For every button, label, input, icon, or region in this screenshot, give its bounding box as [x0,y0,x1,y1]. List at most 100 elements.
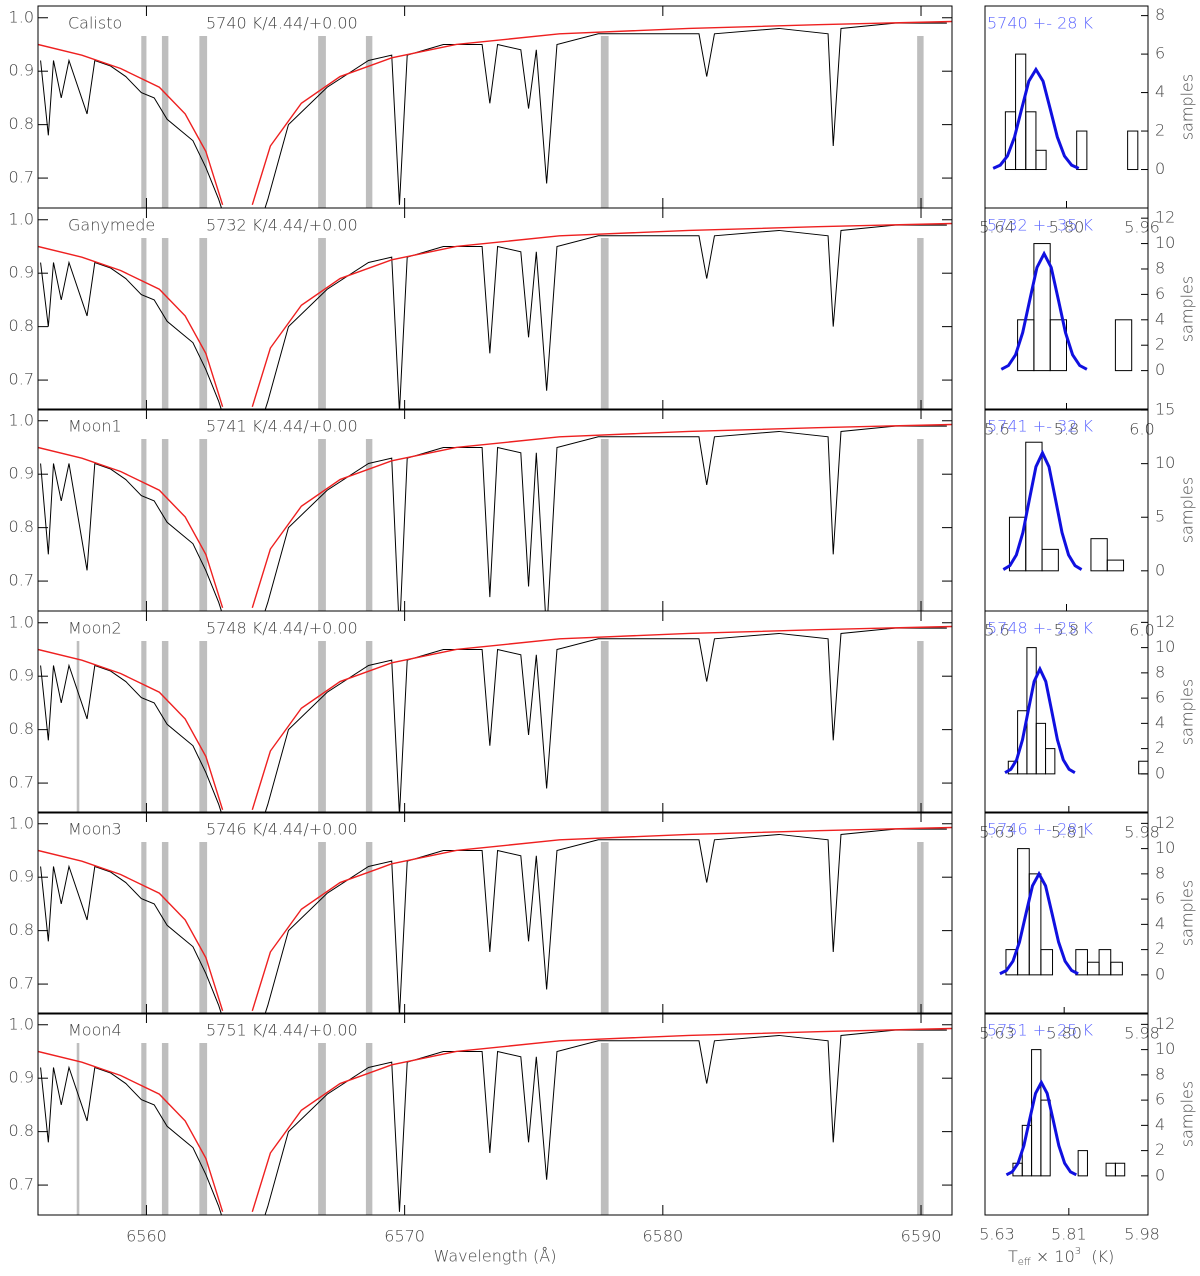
x-tick-label: 5.6 [984,420,1009,439]
x-tick-label: 6560 [126,1227,167,1246]
x-tick-label: 5.81 [1051,823,1087,842]
histogram-bar [1098,949,1112,976]
y-axis-label: samples [1178,276,1197,343]
panel-annotation: 5748 K/4.44/+0.00 [206,619,358,638]
y-tick-label: 12 [1155,612,1175,631]
mask-band [917,842,924,1014]
y-tick-label: 0.9 [9,464,34,483]
y-tick-label: 4 [1155,914,1165,933]
fit-annotation: 5732 +- 35 K [987,216,1094,235]
fit-annotation: 5748 +- 25 K [987,619,1094,638]
y-tick-label: 0 [1155,763,1165,782]
histogram-bar [1138,760,1149,775]
mask-band [917,238,924,410]
y-tick-label: 15 [1155,400,1175,419]
spectrum-panel: 0.7 0.8 0.9 1.0 Moon1 5741 K/4.44/+0.00 [9,408,953,612]
mask-band [365,641,373,813]
x-tick-label: 5.63 [979,1024,1015,1043]
mask-band [600,641,609,813]
panel-annotation: 5751 K/4.44/+0.00 [206,1021,358,1040]
histogram-bar [1114,319,1133,372]
histogram-bar [1076,130,1088,171]
y-tick-label: 2 [1155,121,1165,140]
mask-band [365,439,373,611]
panel-frame [984,207,1149,411]
x-tick-label: 6580 [642,1227,683,1246]
panel-annotation: 5746 K/4.44/+0.00 [206,820,358,839]
panel-frame [37,207,953,411]
y-tick-label: 8 [1155,5,1165,24]
x-tick-label: 5.96 [1124,218,1160,237]
histogram-bar [1075,949,1088,976]
y-axis-label: samples [1178,74,1197,141]
y-axis-label: samples [1178,880,1197,947]
mask-band [76,641,80,813]
mask-band [365,842,373,1014]
panel-label: Moon1 [68,417,122,436]
y-tick-label: 0.9 [9,263,34,282]
y-tick-label: 2 [1155,939,1165,958]
spectrum-panel: 0.7 0.8 0.9 1.0 6560 6570 6580 6590 Moon4 5751 K/… [9,1012,953,1266]
x-tick-label: 6570 [384,1227,425,1246]
y-tick-label: 0.7 [9,773,34,792]
y-tick-label: 0 [1155,360,1165,379]
y-tick-label: 6 [1155,889,1165,908]
mask-band [365,36,373,208]
y-tick-label: 0.8 [9,920,34,939]
y-tick-label: 0.8 [9,719,34,738]
histogram-bar [1105,1162,1116,1177]
y-tick-label: 1.0 [9,410,34,429]
fit-annotation: 5751 +- 25 K [987,1021,1094,1040]
histogram-bar [1040,949,1054,976]
mask-band [76,1043,80,1215]
mask-band [917,36,924,208]
mask-band [161,238,169,410]
panel-label: Moon3 [68,820,122,839]
y-axis-label: samples [1178,477,1197,544]
panel-frame [37,408,953,612]
model-profile [38,1027,952,1212]
gaussian-fit [1002,449,1083,571]
x-tick-label: 5.63 [979,1225,1015,1244]
x-tick-label: 5.8 [1054,420,1079,439]
histogram-bar [1035,149,1047,171]
fit-annotation: 5746 +- 28 K [987,820,1094,839]
panel-frame [984,1012,1149,1216]
histogram-panel: 0 5 10 15 5.6 5.8 6.0 5741 +- 32 K samples [984,400,1196,640]
histogram-bar [1025,441,1043,572]
model-profile [38,20,952,205]
mask-band [318,1043,326,1215]
fit-annotation: 5741 +- 32 K [987,417,1094,436]
histogram-bar [1040,1099,1051,1177]
y-tick-label: 0.8 [9,517,34,536]
y-tick-label: 8 [1155,863,1165,882]
y-tick-label: 8 [1155,1064,1165,1083]
model-profile [38,826,952,1011]
panel-frame [984,5,1149,209]
x-axis-label: Teff × 103 (K) [1008,1246,1114,1268]
histogram-bar [1106,559,1125,572]
panel-label: Moon2 [68,619,122,638]
panel-label: Calisto [68,14,122,33]
y-tick-label: 1.0 [9,209,34,228]
x-tick-label: 5.64 [979,218,1015,237]
x-axis-label-part: × 10 [1031,1247,1075,1266]
y-tick-label: 0.9 [9,867,34,886]
y-tick-label: 6 [1155,44,1165,63]
y-tick-label: 1.0 [9,813,34,832]
mask-band [141,842,147,1014]
y-tick-label: 5 [1155,507,1165,526]
spectrum-panel: 0.7 0.8 0.9 1.0 Ganymede 5732 K/4.44/+0.00 [9,207,953,411]
x-tick-label: 5.98 [1124,1225,1160,1244]
y-tick-label: 12 [1155,208,1175,227]
model-profile [38,222,952,407]
y-tick-label: 2 [1155,738,1165,757]
y-tick-label: 4 [1155,1115,1165,1134]
panel-label: Moon4 [68,1021,122,1040]
mask-band [161,439,169,611]
panel-label: Ganymede [68,216,155,235]
x-axis-label-part: T [1008,1247,1018,1266]
y-tick-label: 2 [1155,335,1165,354]
y-tick-label: 0 [1155,159,1165,178]
y-tick-label: 8 [1155,662,1165,681]
